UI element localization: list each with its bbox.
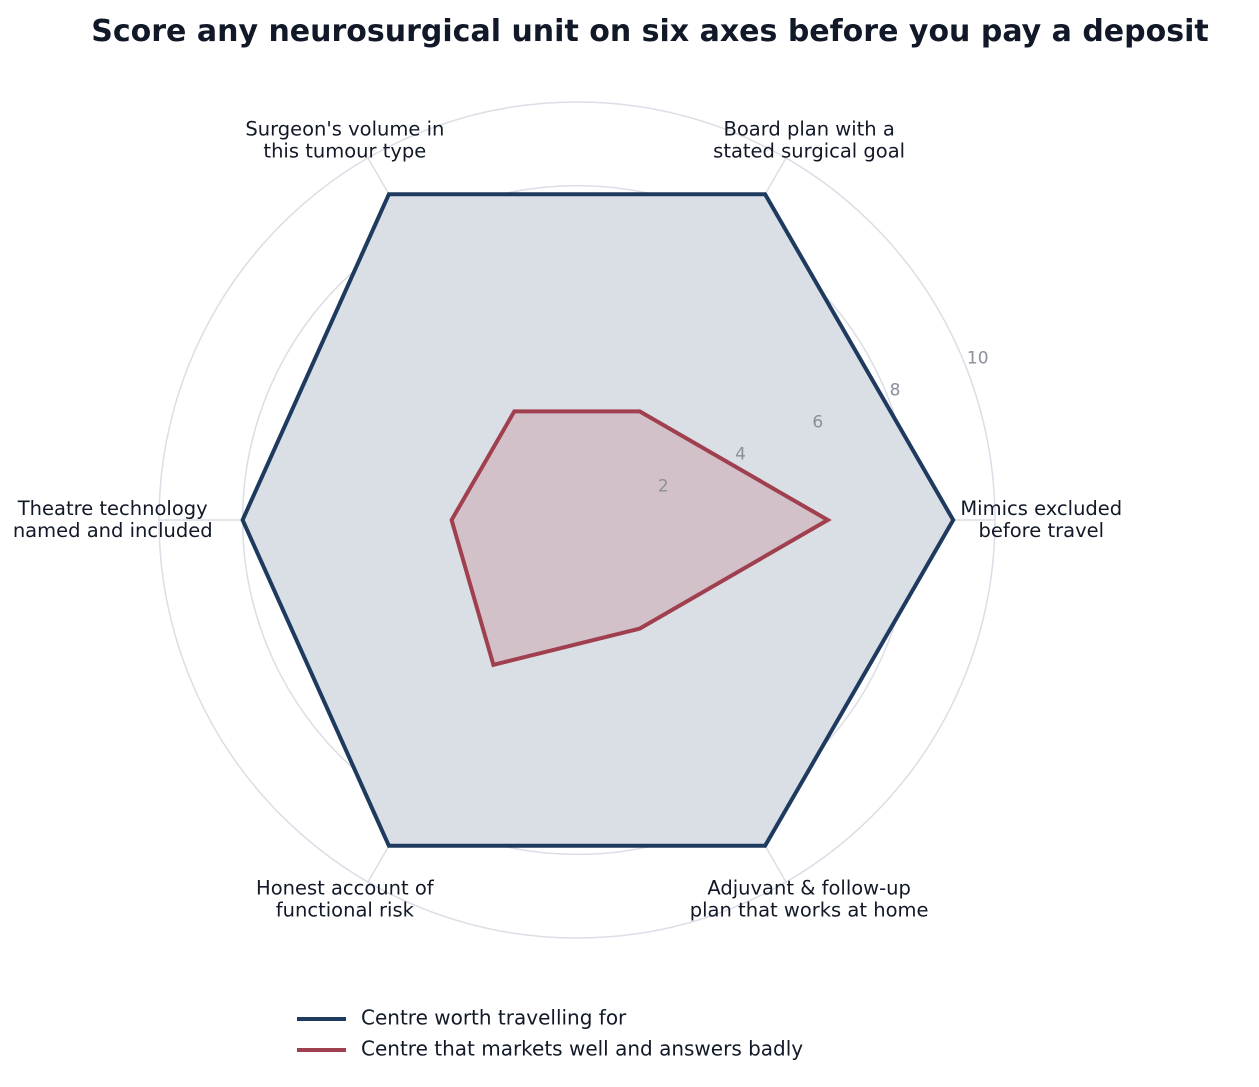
legend: Centre worth travelling for Centre that m…: [297, 1006, 803, 1061]
chart-title: Score any neurosurgical unit on six axes…: [91, 14, 1208, 49]
tick-label: 8: [890, 380, 901, 400]
tick-label: 2: [658, 476, 669, 496]
tick-label: 4: [735, 444, 746, 464]
series-0-line: [240, 192, 956, 848]
axis-label: Adjuvant & follow-up plan that works at h…: [690, 876, 929, 921]
axis-label: Honest account of functional risk: [256, 876, 435, 921]
series-1-line: [449, 409, 832, 668]
tick-label: 6: [812, 412, 823, 432]
axis-label: Mimics excluded before travel: [960, 497, 1122, 542]
axis-label: Surgeon's volume in this tumour type: [245, 117, 444, 162]
series-1-fill: [451, 411, 828, 665]
legend-label: Centre that markets well and answers bad…: [361, 1037, 803, 1061]
tick-labels: 2 4 6 8 10: [658, 349, 989, 497]
legend-label: Centre worth travelling for: [361, 1006, 627, 1030]
tick-label: 10: [967, 349, 989, 369]
label-layer: Mimics excluded before travel Board plan w…: [13, 117, 1122, 921]
series-layer: 2 4 6 8 10: [240, 192, 989, 848]
axis-label: Theatre technology named and included: [13, 497, 213, 542]
axis-label: Board plan with a stated surgical goal: [713, 117, 905, 162]
